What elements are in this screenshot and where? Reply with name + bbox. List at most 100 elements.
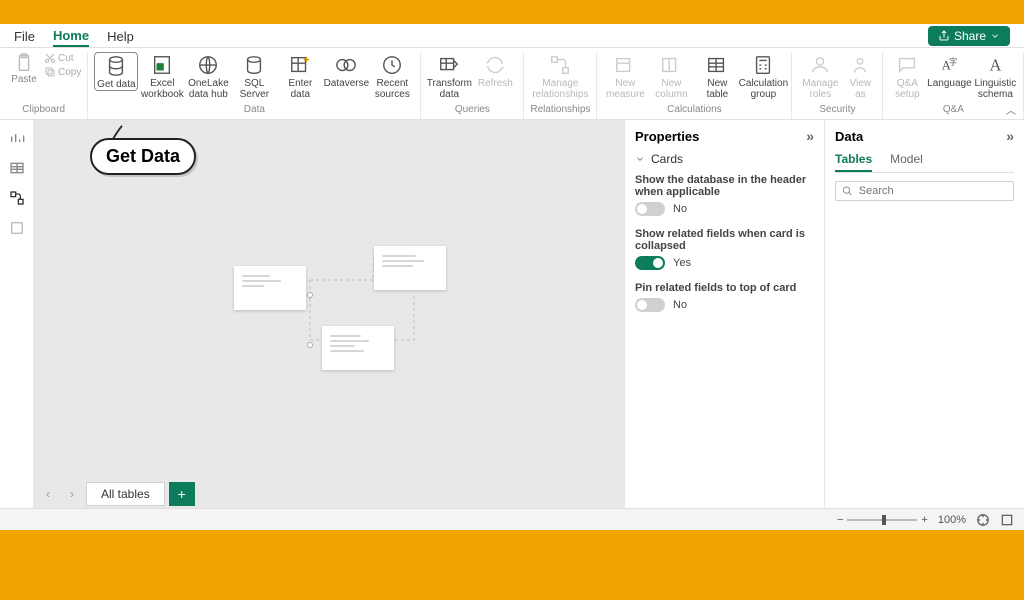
clock-icon bbox=[381, 54, 403, 76]
cut-icon bbox=[44, 52, 56, 64]
enter-data-button[interactable]: Enter data bbox=[278, 52, 322, 100]
refresh-button[interactable]: Refresh bbox=[473, 52, 517, 89]
menu-home[interactable]: Home bbox=[53, 25, 89, 47]
fit-to-screen-icon[interactable] bbox=[976, 513, 990, 527]
model-view-icon[interactable] bbox=[9, 190, 25, 206]
toggle-pin-value: No bbox=[673, 299, 687, 311]
group-security: Security bbox=[819, 104, 855, 117]
table-view-icon[interactable] bbox=[9, 160, 25, 176]
clipboard-icon bbox=[13, 52, 35, 74]
search-icon bbox=[842, 185, 853, 197]
manage-relationships-button[interactable]: Manage relationships bbox=[533, 52, 587, 100]
properties-title: Properties bbox=[635, 129, 699, 144]
prop-related-label: Show related fields when card is collaps… bbox=[635, 228, 814, 252]
group-relationships: Relationships bbox=[530, 104, 590, 117]
tab-all-tables[interactable]: All tables bbox=[86, 482, 165, 506]
tab-tables[interactable]: Tables bbox=[835, 152, 872, 172]
cards-section[interactable]: Cards bbox=[635, 152, 814, 166]
copy-icon bbox=[44, 66, 56, 78]
transform-data-button[interactable]: Transform data bbox=[427, 52, 471, 100]
excel-workbook-button[interactable]: Excel workbook bbox=[140, 52, 184, 100]
excel-icon bbox=[151, 54, 173, 76]
calculation-group-button[interactable]: Calculation group bbox=[741, 52, 785, 100]
manage-roles-button[interactable]: Manage roles bbox=[798, 52, 842, 100]
zoom-slider[interactable]: − + bbox=[837, 514, 928, 526]
view-as-button[interactable]: View as bbox=[844, 52, 876, 100]
new-measure-button[interactable]: New measure bbox=[603, 52, 647, 100]
table-plus-icon bbox=[289, 54, 311, 76]
server-icon bbox=[243, 54, 265, 76]
tab-next[interactable]: › bbox=[62, 487, 82, 501]
relationships-icon bbox=[549, 54, 571, 76]
connector-dot bbox=[307, 292, 313, 298]
letter-a-icon: A bbox=[984, 54, 1006, 76]
table-card[interactable] bbox=[322, 326, 394, 370]
onelake-button[interactable]: OneLake data hub bbox=[186, 52, 230, 100]
transform-icon bbox=[438, 54, 460, 76]
paste-button[interactable]: Paste bbox=[6, 52, 42, 85]
group-calculations: Calculations bbox=[667, 104, 721, 117]
menu-help[interactable]: Help bbox=[107, 26, 134, 46]
dataverse-icon bbox=[335, 54, 357, 76]
globe-icon bbox=[197, 54, 219, 76]
eye-icon bbox=[849, 54, 871, 76]
toggle-related-value: Yes bbox=[673, 257, 691, 269]
search-input[interactable] bbox=[859, 185, 1007, 197]
table-icon bbox=[706, 54, 728, 76]
sql-server-button[interactable]: SQL Server bbox=[232, 52, 276, 100]
get-data-button[interactable]: Get data bbox=[94, 52, 138, 91]
collapse-panel-icon[interactable]: » bbox=[1006, 128, 1014, 144]
language-icon: A字 bbox=[938, 54, 960, 76]
language-button[interactable]: A字Language bbox=[927, 52, 971, 89]
svg-text:字: 字 bbox=[949, 57, 957, 67]
new-column-button[interactable]: New column bbox=[649, 52, 693, 100]
tab-prev[interactable]: ‹ bbox=[38, 487, 58, 501]
data-panel-title: Data bbox=[835, 129, 863, 144]
new-table-button[interactable]: New table bbox=[695, 52, 739, 100]
zoom-out-icon[interactable]: − bbox=[837, 514, 843, 526]
prop-db-header-label: Show the database in the header when app… bbox=[635, 174, 814, 198]
group-qa: Q&A bbox=[943, 104, 964, 117]
share-label: Share bbox=[954, 29, 986, 43]
chevron-down-icon bbox=[635, 154, 645, 164]
dax-view-icon[interactable] bbox=[9, 220, 25, 236]
dataverse-button[interactable]: Dataverse bbox=[324, 52, 368, 89]
zoom-in-icon[interactable]: + bbox=[921, 514, 927, 526]
table-card[interactable] bbox=[234, 266, 306, 310]
menu-file[interactable]: File bbox=[14, 26, 35, 46]
calculator-icon bbox=[752, 54, 774, 76]
search-box[interactable] bbox=[835, 181, 1014, 201]
recent-sources-button[interactable]: Recent sources bbox=[370, 52, 414, 100]
data-panel: Data » Tables Model bbox=[824, 120, 1024, 508]
linguistic-schema-button[interactable]: ALinguistic schema bbox=[973, 52, 1017, 100]
fullscreen-icon[interactable] bbox=[1000, 513, 1014, 527]
bottom-frame-bar bbox=[0, 530, 1024, 554]
toggle-related-fields[interactable] bbox=[635, 256, 665, 270]
refresh-icon bbox=[484, 54, 506, 76]
cut-button[interactable]: Cut bbox=[44, 52, 81, 64]
connector-dot bbox=[307, 342, 313, 348]
copy-button[interactable]: Copy bbox=[44, 66, 81, 78]
group-queries: Queries bbox=[455, 104, 490, 117]
table-card[interactable] bbox=[374, 246, 446, 290]
zoom-level: 100% bbox=[938, 514, 966, 526]
model-canvas[interactable]: Get Data bbox=[34, 120, 624, 508]
group-data: Data bbox=[244, 104, 265, 117]
shield-icon bbox=[809, 54, 831, 76]
share-button[interactable]: Share bbox=[928, 26, 1010, 46]
collapse-ribbon-icon[interactable]: ︿ bbox=[1006, 102, 1016, 117]
measure-icon bbox=[614, 54, 636, 76]
column-icon bbox=[660, 54, 682, 76]
chevron-down-icon bbox=[990, 31, 1000, 41]
prop-pin-label: Pin related fields to top of card bbox=[635, 282, 814, 294]
collapse-panel-icon[interactable]: » bbox=[806, 128, 814, 144]
report-view-icon[interactable] bbox=[9, 130, 25, 146]
toggle-pin-fields[interactable] bbox=[635, 298, 665, 312]
qa-setup-button[interactable]: Q&A setup bbox=[889, 52, 925, 100]
tab-add-button[interactable]: + bbox=[169, 482, 195, 506]
toggle-db-header[interactable] bbox=[635, 202, 665, 216]
tab-model[interactable]: Model bbox=[890, 152, 923, 172]
database-icon bbox=[105, 55, 127, 77]
chat-icon bbox=[896, 54, 918, 76]
toggle-db-header-value: No bbox=[673, 203, 687, 215]
